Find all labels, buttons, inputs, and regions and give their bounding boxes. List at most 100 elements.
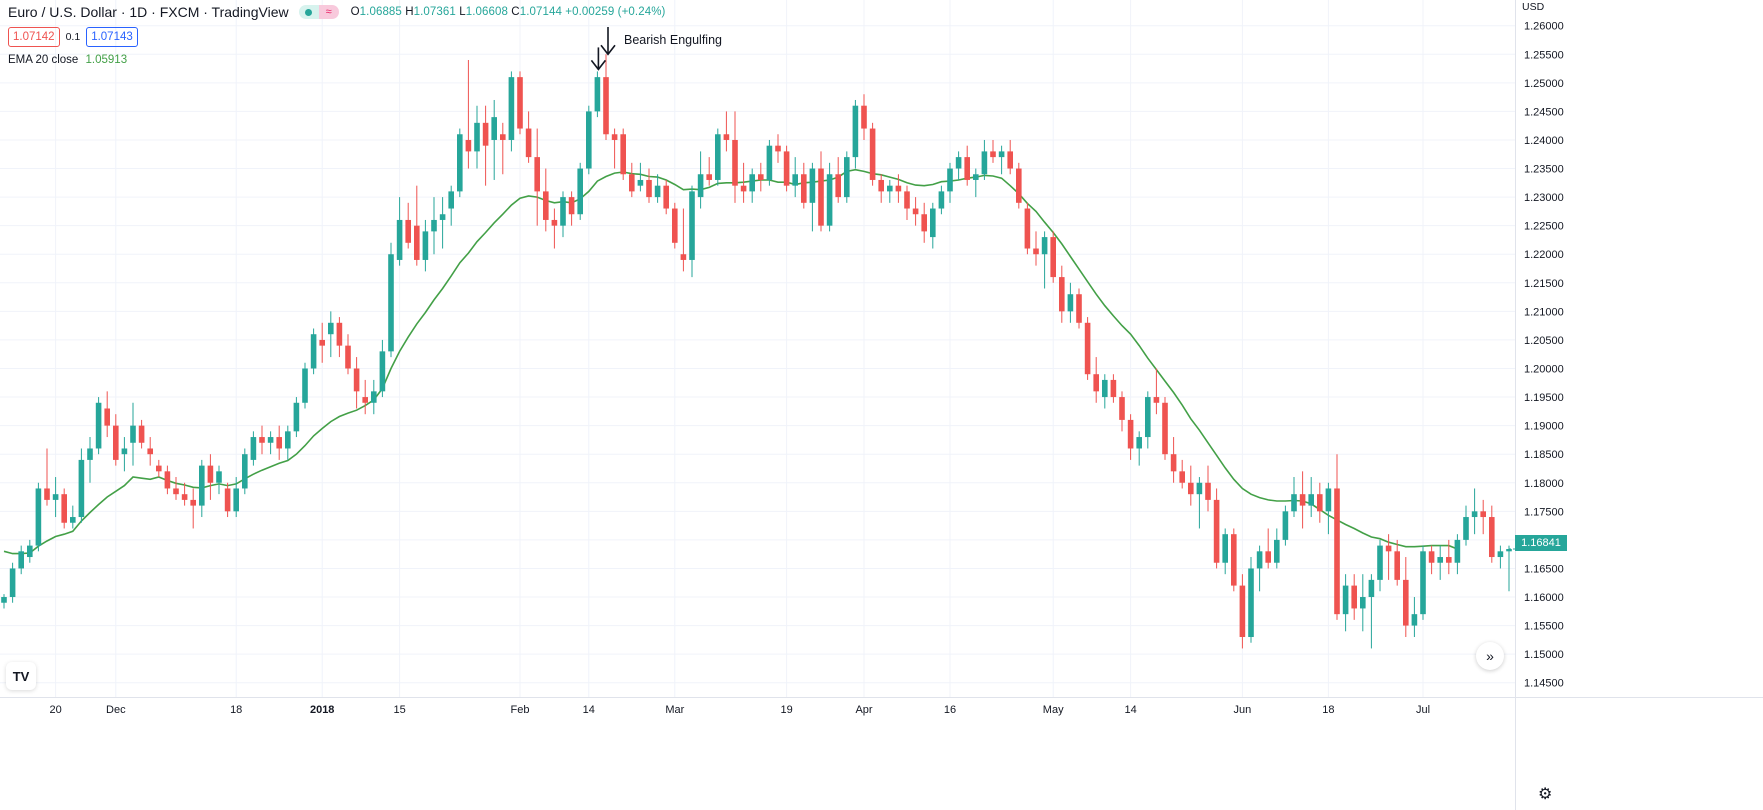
annotation-arrows bbox=[590, 27, 616, 71]
candle-body bbox=[1274, 539, 1280, 563]
candle bbox=[95, 397, 102, 455]
candle-body bbox=[1480, 511, 1486, 518]
candle-body bbox=[130, 425, 136, 443]
candle-body bbox=[1299, 494, 1306, 506]
ema-legend[interactable]: EMA 20 close 1.05913 bbox=[8, 54, 127, 66]
currency-label[interactable]: USD bbox=[1522, 1, 1545, 13]
candle-body bbox=[904, 191, 910, 209]
candle bbox=[1299, 471, 1306, 529]
candle bbox=[904, 185, 910, 220]
status-indicators[interactable]: ≈ bbox=[298, 5, 339, 19]
trade-panel: 1.07142 0.1 1.07143 bbox=[8, 27, 138, 47]
y-tick-label: 1.21500 bbox=[1524, 278, 1564, 290]
candle-body bbox=[809, 168, 816, 203]
candle bbox=[1463, 505, 1469, 546]
candle bbox=[1162, 397, 1168, 460]
candle-body bbox=[663, 185, 669, 209]
candle bbox=[809, 162, 816, 232]
gear-icon[interactable]: ⚙ bbox=[1538, 786, 1553, 803]
candle-body bbox=[276, 437, 282, 449]
sell-button[interactable]: 1.07142 bbox=[8, 27, 60, 47]
candle-body bbox=[138, 425, 145, 443]
candle bbox=[930, 202, 936, 249]
y-tick-label: 1.16500 bbox=[1524, 563, 1564, 575]
candle bbox=[964, 145, 970, 186]
candle bbox=[998, 145, 1005, 175]
candle-body bbox=[216, 471, 222, 483]
candle-body bbox=[1145, 397, 1151, 438]
last-price-label: 1.16841 bbox=[1515, 535, 1567, 551]
scroll-to-realtime-button[interactable]: » bbox=[1476, 642, 1504, 670]
candle bbox=[947, 162, 953, 203]
candle bbox=[818, 151, 824, 232]
candle-body bbox=[457, 134, 463, 192]
symbol-legend: Euro / U.S. Dollar · 1D · FXCM · Trading… bbox=[8, 4, 665, 20]
x-tick-label: 2018 bbox=[310, 704, 334, 716]
candle-body bbox=[353, 368, 360, 392]
time-axis[interactable]: 20 Dec 18 2018 15 Feb 14 Mar 19 Apr 16 May 14 Jun 18 Ju… bbox=[0, 697, 1763, 717]
candle-body bbox=[826, 174, 833, 226]
candle-body bbox=[285, 431, 291, 449]
candle bbox=[1196, 477, 1203, 529]
candle-body bbox=[1127, 419, 1134, 449]
approx-icon[interactable]: ≈ bbox=[318, 5, 339, 19]
candle bbox=[534, 128, 540, 226]
candle bbox=[844, 151, 850, 203]
candle bbox=[259, 425, 265, 455]
y-tick-label: 1.15000 bbox=[1524, 649, 1564, 661]
annotation-label[interactable]: Bearish Engulfing bbox=[624, 33, 722, 47]
candle-body bbox=[147, 448, 153, 455]
candle-body bbox=[1153, 397, 1160, 403]
buy-button[interactable]: 1.07143 bbox=[86, 27, 138, 47]
candle bbox=[500, 122, 506, 175]
candle bbox=[328, 311, 334, 358]
candle bbox=[1127, 414, 1134, 460]
candle bbox=[517, 71, 523, 135]
candle bbox=[637, 162, 644, 192]
y-tick-label: 1.22000 bbox=[1524, 249, 1564, 261]
candle-body bbox=[758, 174, 764, 180]
candle bbox=[1256, 545, 1263, 592]
candle bbox=[1179, 459, 1185, 489]
y-tick-label: 1.19500 bbox=[1524, 392, 1564, 404]
candle bbox=[87, 437, 93, 483]
y-tick-label: 1.23500 bbox=[1524, 164, 1564, 176]
candle-body bbox=[560, 197, 566, 226]
candle bbox=[285, 425, 291, 460]
candle-body bbox=[9, 568, 16, 598]
candle bbox=[1153, 368, 1160, 415]
candle bbox=[156, 459, 162, 478]
candle-body bbox=[517, 77, 523, 129]
candle-body bbox=[551, 219, 558, 226]
ema-label: EMA 20 close bbox=[8, 54, 79, 66]
candle-body bbox=[508, 77, 515, 140]
candle-body bbox=[534, 157, 540, 192]
candle-body bbox=[1016, 168, 1022, 203]
ema-value: 1.05913 bbox=[85, 54, 128, 66]
candle bbox=[1016, 162, 1022, 209]
candle-body bbox=[259, 437, 265, 443]
candle bbox=[1489, 505, 1495, 563]
candle bbox=[1274, 528, 1280, 569]
candle bbox=[732, 111, 738, 203]
candle-body bbox=[95, 402, 102, 449]
candle bbox=[1291, 477, 1297, 518]
candle bbox=[44, 448, 50, 506]
candle-body bbox=[336, 322, 343, 346]
candle bbox=[414, 185, 420, 266]
y-tick-label: 1.17500 bbox=[1524, 506, 1564, 518]
candle-body bbox=[844, 157, 850, 198]
candle-body bbox=[199, 465, 205, 506]
price-axis[interactable]: 1.26000 1.25500 1.25000 1.24500 1.24000 1.235… bbox=[1515, 0, 1564, 810]
tradingview-logo[interactable]: TV bbox=[6, 662, 36, 690]
candle bbox=[586, 105, 592, 175]
candle-body bbox=[302, 368, 308, 403]
market-open-icon[interactable] bbox=[298, 5, 319, 19]
candle bbox=[990, 139, 996, 163]
candle bbox=[525, 111, 532, 163]
candle bbox=[1076, 288, 1082, 329]
candle-body bbox=[250, 437, 257, 460]
symbol-title[interactable]: Euro / U.S. Dollar · 1D · FXCM · Trading… bbox=[8, 4, 289, 20]
